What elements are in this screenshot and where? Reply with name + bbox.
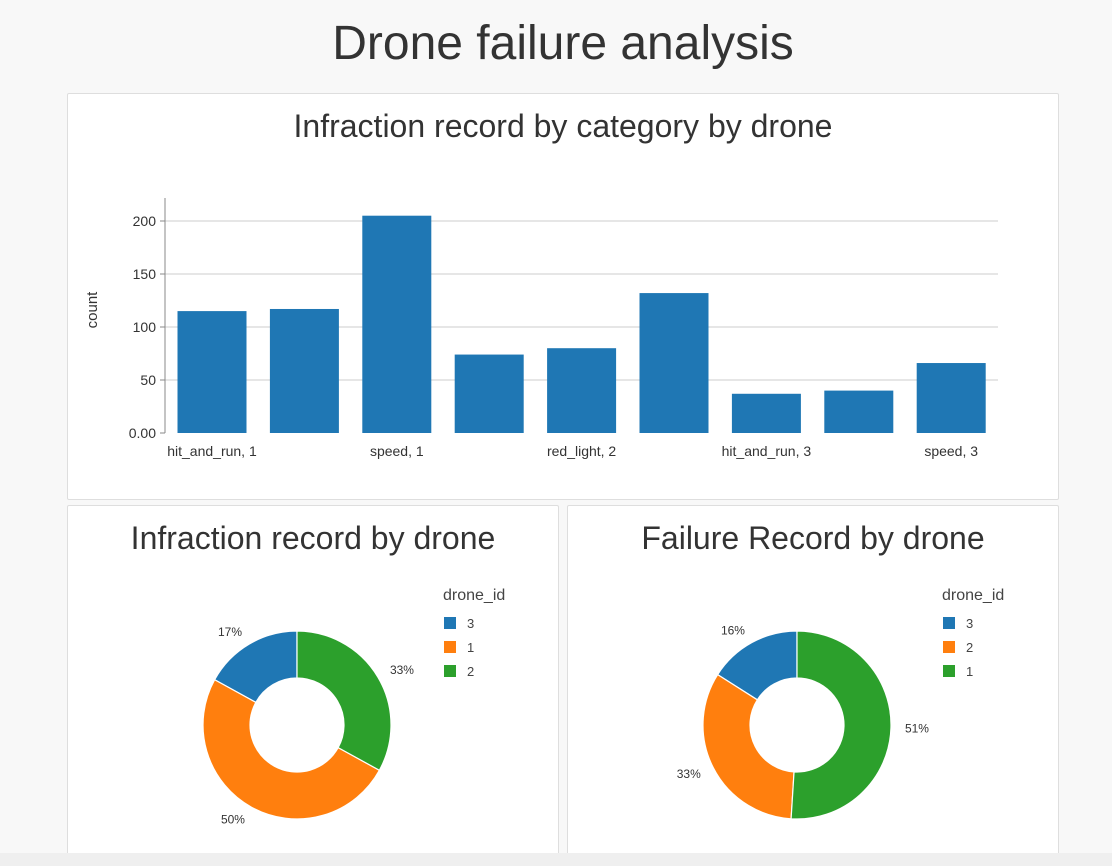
legend-swatch (444, 641, 456, 653)
legend-label[interactable]: 2 (966, 640, 973, 655)
x-tick-label: hit_and_run, 3 (722, 443, 812, 459)
pie-slice[interactable] (296, 630, 392, 772)
pie-slices (702, 630, 892, 820)
bar-chart-x-axis: hit_and_run, 1 speed, 1 red_light, 2 hit_an… (167, 443, 978, 459)
infraction-pie-chart: 17% 50% 33% drone_id 3 1 2 (202, 587, 505, 827)
legend-swatch (943, 665, 955, 677)
legend-swatch (444, 665, 456, 677)
legend-label[interactable]: 1 (966, 664, 973, 679)
x-tick-label: speed, 3 (924, 443, 978, 459)
bar[interactable] (639, 293, 709, 433)
bottom-scroll-strip (0, 853, 1112, 866)
bar-chart-title: Infraction record by category by drone (293, 108, 833, 144)
pie-percent-label: 17% (218, 625, 242, 639)
bar[interactable] (916, 363, 986, 433)
pie-labels: 16% 33% 51% (677, 623, 930, 781)
y-tick-label: 0.00 (129, 425, 156, 441)
legend-label[interactable]: 2 (467, 664, 474, 679)
failure-pie-title: Failure Record by drone (641, 520, 985, 556)
pie-slice[interactable] (202, 678, 381, 820)
failure-pie-card: Failure Record by drone 16% 33% 51% drone_i… (567, 505, 1059, 866)
legend-title: drone_id (443, 587, 505, 604)
pie-slice[interactable] (702, 673, 795, 820)
pie-labels: 17% 50% 33% (218, 625, 414, 827)
legend-label[interactable]: 3 (966, 616, 973, 631)
pie-legend: drone_id 3 2 1 (942, 587, 1004, 679)
bar-chart: 0.00 50 100 150 200 hit_and_run, 1 speed, 1 re… (84, 198, 998, 459)
pie-percent-label: 33% (390, 663, 414, 677)
bar-chart-card: Infraction record by category by drone 0… (67, 93, 1059, 500)
y-tick-label: 200 (133, 213, 157, 229)
pie-percent-label: 51% (905, 721, 929, 735)
bar[interactable] (269, 308, 339, 433)
pie-percent-label: 33% (677, 767, 701, 781)
x-tick-label: red_light, 2 (547, 443, 616, 459)
y-tick-label: 150 (133, 266, 157, 282)
bar[interactable] (547, 348, 617, 433)
bar-chart-ylabel: count (84, 291, 101, 329)
legend-label[interactable]: 3 (467, 616, 474, 631)
bar-chart-y-axis: 0.00 50 100 150 200 (129, 198, 166, 441)
infraction-pie-card: Infraction record by drone 17% 50% 33% dron… (67, 505, 559, 866)
failure-pie-chart: 16% 33% 51% drone_id 3 2 1 (677, 587, 1004, 820)
y-tick-label: 100 (133, 319, 157, 335)
legend-title: drone_id (942, 587, 1004, 604)
pie-slice[interactable] (790, 630, 892, 820)
bar-chart-bars (177, 215, 986, 433)
x-tick-label: speed, 1 (370, 443, 424, 459)
bar[interactable] (824, 390, 894, 433)
page-title: Drone failure analysis (332, 17, 794, 70)
x-tick-label: hit_and_run, 1 (167, 443, 257, 459)
pie-slices (202, 630, 392, 820)
bar[interactable] (362, 215, 432, 433)
legend-label[interactable]: 1 (467, 640, 474, 655)
bar[interactable] (177, 311, 247, 433)
infraction-pie-title: Infraction record by drone (130, 520, 496, 556)
pie-percent-label: 50% (221, 813, 245, 827)
y-tick-label: 50 (140, 372, 156, 388)
bar[interactable] (731, 393, 801, 433)
pie-percent-label: 16% (721, 623, 745, 637)
bar[interactable] (454, 354, 524, 433)
legend-swatch (943, 641, 955, 653)
legend-swatch (444, 617, 456, 629)
pie-legend: drone_id 3 1 2 (443, 587, 505, 679)
legend-swatch (943, 617, 955, 629)
